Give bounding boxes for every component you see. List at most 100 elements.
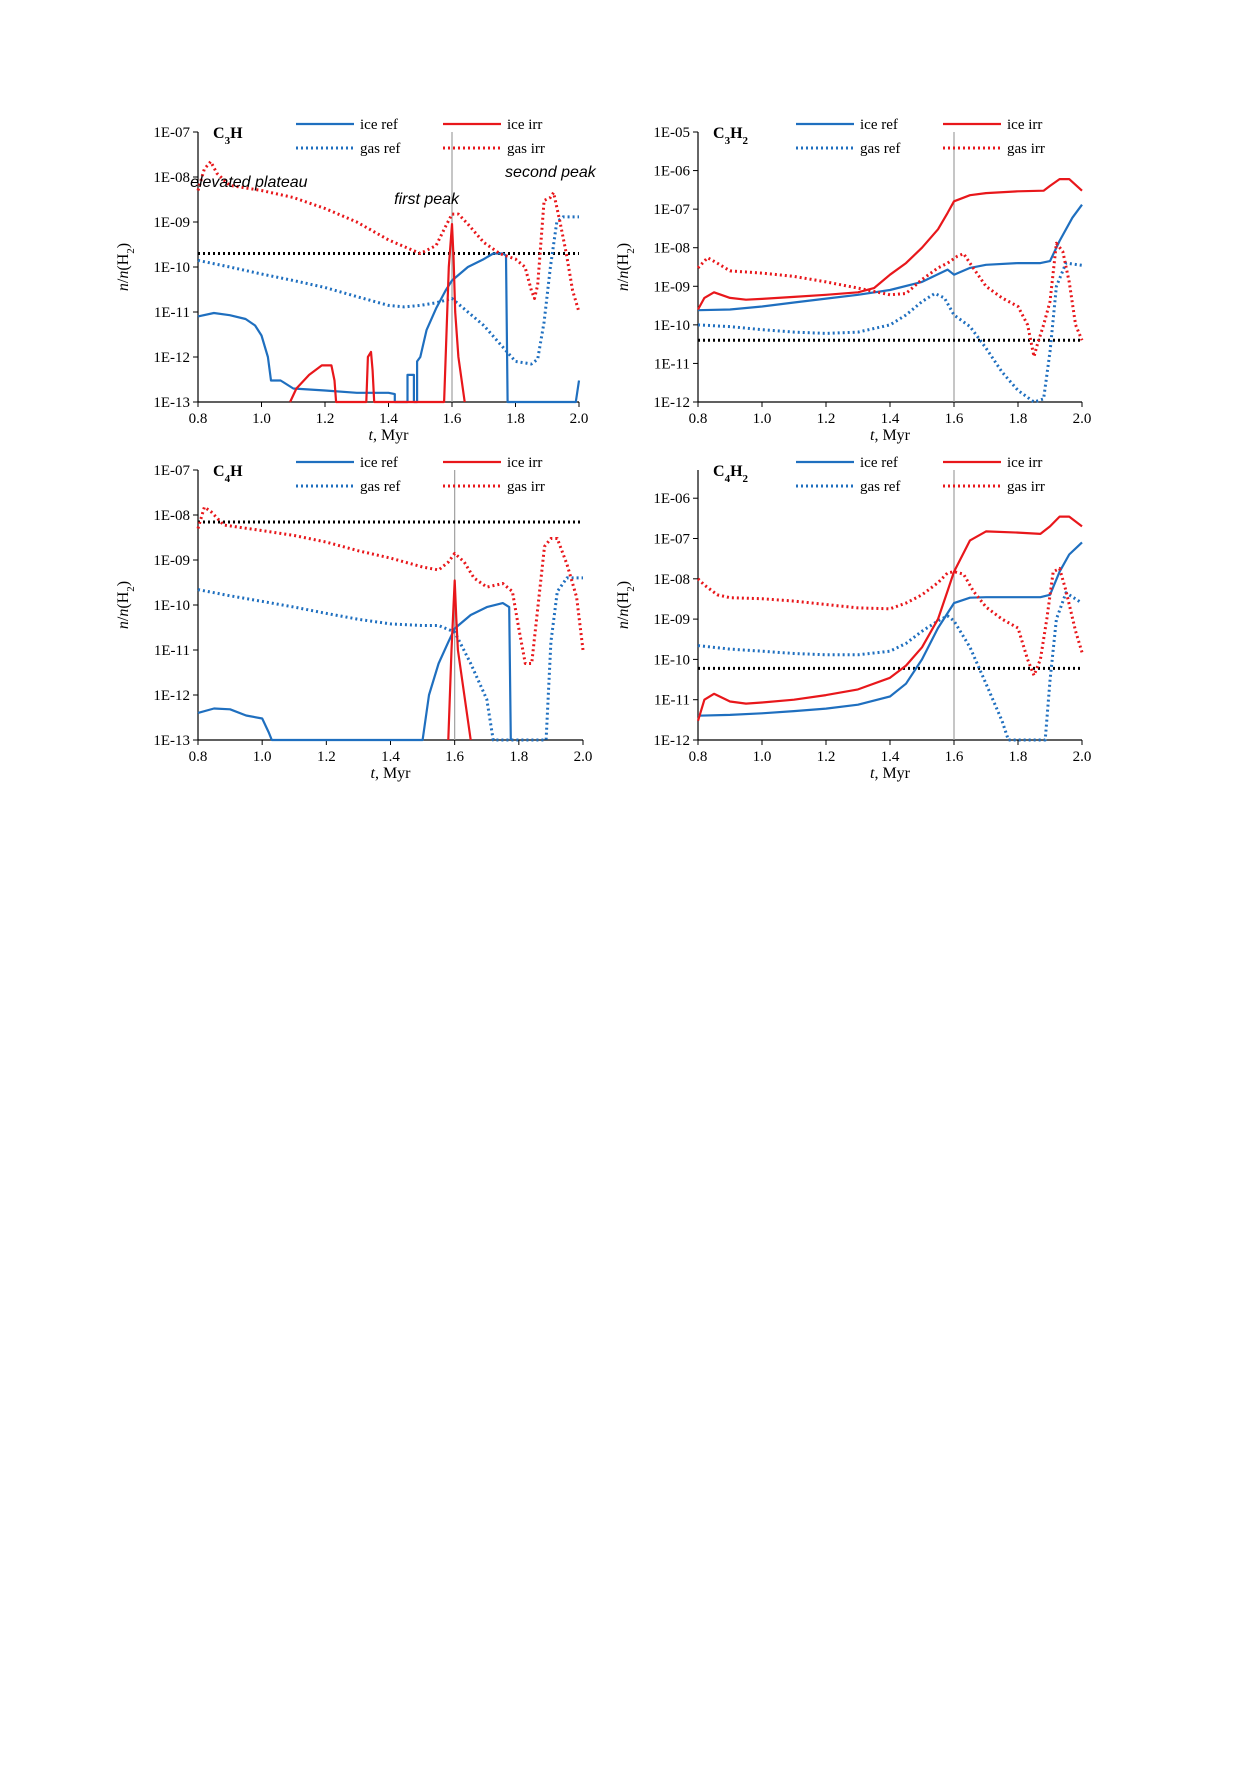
chart-title-sub: 3 <box>225 135 231 147</box>
legend-label-gas-irr: gas irr <box>507 479 545 495</box>
y-tick-label: 1E-08 <box>153 170 190 186</box>
x-tick-label: 1.6 <box>945 749 964 765</box>
chart-title-tail: H <box>230 125 243 142</box>
x-tick-label: 1.0 <box>753 411 772 427</box>
y-tick-label: 1E-07 <box>653 532 690 548</box>
legend-label-ice-irr: ice irr <box>507 455 542 471</box>
y-axis-label-sub: 2 <box>625 248 637 254</box>
chart-panel-1: 1E-13 1E-12 1E-11 1E-10 1E-09 1E-08 1E-07 0.8 1.… <box>115 117 597 444</box>
x-tick-label: 0.8 <box>689 411 708 427</box>
y-axis-label-n: n <box>115 283 132 291</box>
y-tick-label: 1E-10 <box>153 598 190 614</box>
y-axis-label-h: (H <box>115 591 132 608</box>
x-tick-label: 1.0 <box>252 411 271 427</box>
series-line-ice-ref <box>697 204 1083 312</box>
legend-label-gas-ref: gas ref <box>860 479 900 495</box>
legend-label-gas-irr: gas irr <box>1007 479 1045 495</box>
legend-label-ice-ref: ice ref <box>360 455 398 471</box>
x-tick-label: 1.2 <box>317 749 336 765</box>
x-tick-label: 1.2 <box>817 411 836 427</box>
y-axis-label-h: (H <box>615 253 632 270</box>
x-tick-label: 1.6 <box>445 749 464 765</box>
chart-title-main: C <box>213 463 225 480</box>
legend-label-ice-irr: ice irr <box>507 117 542 133</box>
legend-label-gas-ref: gas ref <box>860 141 900 157</box>
series-line-ice-irr <box>289 223 466 404</box>
chart-title-main: C <box>713 125 725 142</box>
y-axis-label: n/n(H2) <box>615 243 637 291</box>
legend-label-ice-irr: ice irr <box>1007 117 1042 133</box>
series-line-gas-ref <box>197 215 579 366</box>
chart-title-sub: 4 <box>225 473 231 485</box>
y-tick-label: 1E-11 <box>654 356 690 372</box>
x-tick-label: 1.2 <box>316 411 335 427</box>
x-tick-label: 1.2 <box>817 749 836 765</box>
y-axis-label-n: n <box>115 621 132 629</box>
y-axis-label-close: ) <box>615 243 632 248</box>
x-tick-label: 1.4 <box>881 411 900 427</box>
x-axis-label-var: t <box>870 427 875 444</box>
chart-title-sub: 3 <box>725 135 731 147</box>
y-tick-label: 1E-11 <box>154 643 190 659</box>
legend-label-ice-irr: ice irr <box>1007 455 1042 471</box>
y-axis-label-close: ) <box>115 581 132 586</box>
x-tick-label: 1.4 <box>881 749 900 765</box>
x-axis-label: t, Myr <box>870 427 911 444</box>
y-tick-label: 1E-12 <box>653 395 690 411</box>
series-line-gas-irr <box>696 241 1084 359</box>
y-tick-label: 1E-09 <box>153 553 190 569</box>
legend-label-ice-ref: ice ref <box>860 455 898 471</box>
legend-label-gas-ref: gas ref <box>360 479 400 495</box>
y-axis-label-sub: 2 <box>125 586 137 592</box>
x-tick-label: 1.0 <box>753 749 772 765</box>
y-tick-label: 1E-11 <box>154 305 190 321</box>
y-axis-label-close: ) <box>115 243 132 248</box>
y-axis-label-n2: n <box>115 271 132 279</box>
y-tick-label: 1E-08 <box>653 572 690 588</box>
x-tick-label: 0.8 <box>689 749 708 765</box>
x-axis-label-unit: , Myr <box>375 765 411 782</box>
series-line-gas-irr <box>696 567 1084 677</box>
y-tick-label: 1E-06 <box>653 491 690 507</box>
x-tick-label: 1.4 <box>379 411 398 427</box>
x-tick-label: 2.0 <box>570 411 589 427</box>
series-line-ice-ref <box>197 602 512 742</box>
chart-annotation: first peak <box>394 191 460 208</box>
x-tick-label: 0.8 <box>189 749 208 765</box>
chart-title: C3H <box>213 125 243 147</box>
chart-title: C3H2 <box>713 125 749 147</box>
legend-label-gas-ref: gas ref <box>360 141 400 157</box>
chart-title-sub2: 2 <box>743 135 749 147</box>
y-tick-label: 1E-10 <box>653 318 690 334</box>
legend-label-ice-ref: ice ref <box>860 117 898 133</box>
y-axis-label-n: n <box>615 283 632 291</box>
x-axis-label: t, Myr <box>370 765 411 782</box>
chart-title-main: C <box>213 125 225 142</box>
y-axis-label-h: (H <box>115 253 132 270</box>
y-axis-label-n: n <box>615 621 632 629</box>
y-axis-label-sub: 2 <box>625 586 637 592</box>
chart-title: C4H2 <box>713 463 749 485</box>
x-axis-label-unit: , Myr <box>874 427 910 444</box>
x-tick-label: 1.6 <box>443 411 462 427</box>
chart-title-tail: H <box>230 463 243 480</box>
x-axis-label: t, Myr <box>368 427 409 444</box>
y-tick-label: 1E-13 <box>153 395 190 411</box>
x-tick-label: 1.6 <box>945 411 964 427</box>
x-axis-label-var: t <box>368 427 373 444</box>
x-tick-label: 1.4 <box>381 749 400 765</box>
x-tick-label: 2.0 <box>1073 411 1092 427</box>
y-tick-label: 1E-12 <box>653 733 690 749</box>
y-tick-label: 1E-09 <box>653 612 690 628</box>
chart-title-tail: H <box>730 125 743 142</box>
x-tick-label: 1.8 <box>506 411 525 427</box>
series-line-gas-ref <box>697 261 1083 404</box>
series-line-ice-irr <box>697 178 1083 311</box>
chart-title-sub2: 2 <box>743 473 749 485</box>
chart-panel-3: 1E-13 1E-12 1E-11 1E-10 1E-09 1E-08 1E-07 0.8 1.… <box>115 455 592 782</box>
x-tick-label: 0.8 <box>189 411 208 427</box>
y-tick-label: 1E-12 <box>153 350 190 366</box>
x-tick-label: 1.8 <box>1009 749 1028 765</box>
y-axis-label-slash: / <box>115 278 132 283</box>
series-line-gas-ref <box>697 591 1083 742</box>
